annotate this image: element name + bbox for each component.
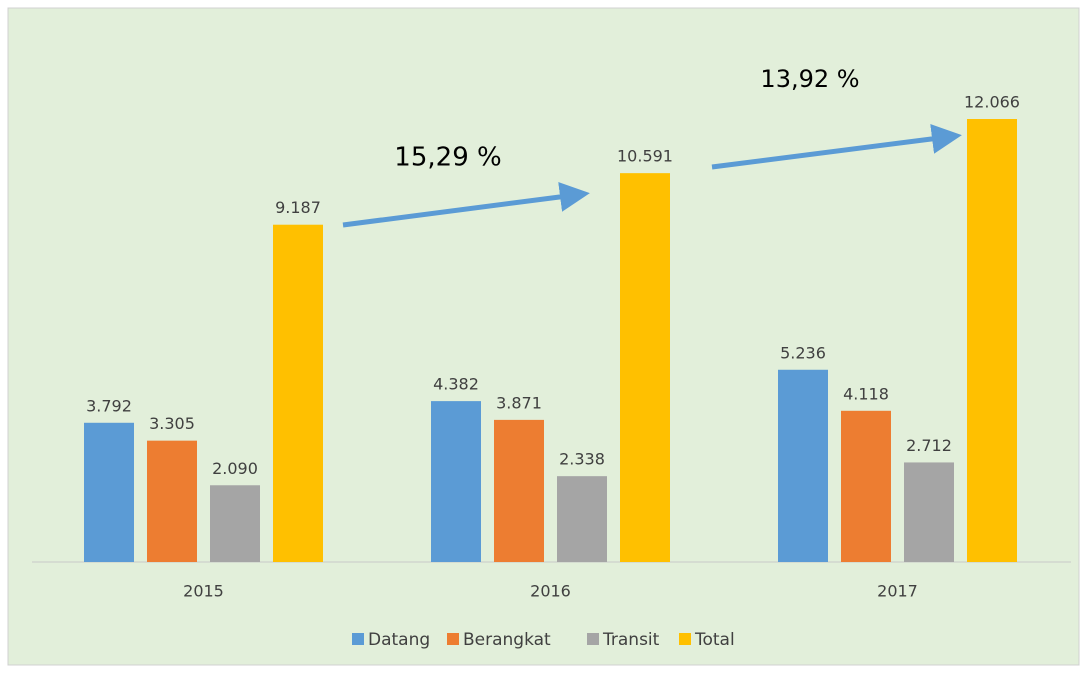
bar <box>841 410 891 562</box>
bar <box>778 369 828 562</box>
bar <box>210 485 260 562</box>
data-label: 4.118 <box>843 384 889 403</box>
data-label: 10.591 <box>617 147 673 166</box>
chart-background <box>7 7 1080 666</box>
data-label: 3.871 <box>496 393 542 412</box>
x-tick-label: 2015 <box>183 582 224 601</box>
legend-swatch <box>679 633 691 645</box>
bar <box>967 119 1017 562</box>
bar <box>620 173 670 562</box>
bar <box>557 476 607 562</box>
legend-label: Transit <box>602 630 660 650</box>
annotation: 13,92 % <box>760 65 859 93</box>
bar <box>147 440 197 562</box>
legend-label: Total <box>694 630 735 650</box>
arrow <box>711 124 962 170</box>
data-label: 4.382 <box>433 375 479 394</box>
data-label: 3.792 <box>86 396 132 415</box>
data-label: 2.090 <box>212 459 258 478</box>
legend-swatch <box>352 633 364 645</box>
data-label: 12.066 <box>964 93 1020 112</box>
legend-swatch <box>587 633 599 645</box>
bar <box>431 401 481 562</box>
data-label: 3.305 <box>149 414 195 433</box>
bar <box>904 462 954 562</box>
data-label: 2.338 <box>559 450 605 469</box>
legend-label: Berangkat <box>463 630 551 650</box>
bar <box>494 419 544 562</box>
bar <box>84 422 134 562</box>
legend-label: Datang <box>368 630 430 650</box>
data-label: 2.712 <box>906 436 952 455</box>
x-tick-label: 2016 <box>530 582 571 601</box>
data-label: 9.187 <box>275 198 321 217</box>
arrow <box>342 182 590 228</box>
legend-swatch <box>447 633 459 645</box>
bar <box>273 224 323 562</box>
data-label: 5.236 <box>780 343 826 362</box>
x-tick-label: 2017 <box>877 582 918 601</box>
annotation: 15,29 % <box>394 143 501 173</box>
